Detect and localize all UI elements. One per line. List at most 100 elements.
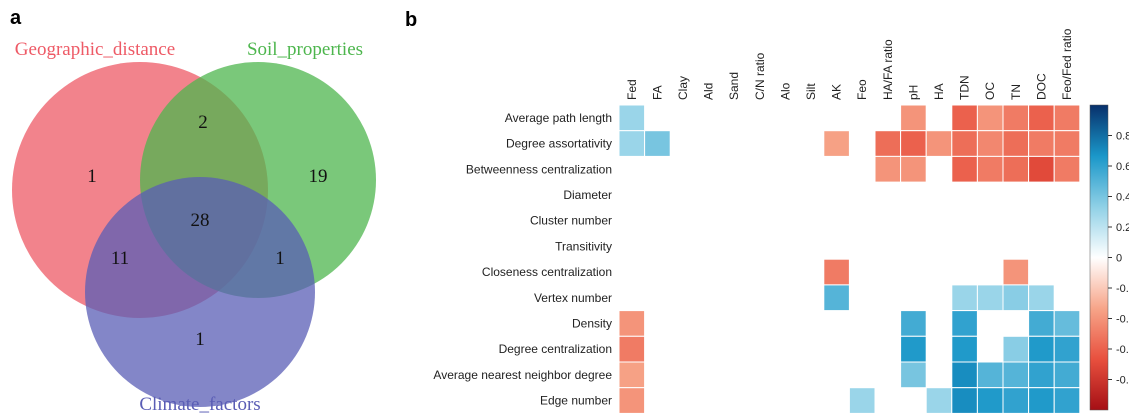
heat-cell	[1028, 361, 1055, 389]
heat-cell	[618, 104, 646, 132]
heat-cell	[823, 284, 850, 312]
heat-cell	[1053, 130, 1081, 157]
heat-cell	[976, 104, 1004, 132]
row-label: Degree centralization	[499, 342, 612, 356]
column-label: TDN	[958, 75, 972, 100]
colorbar-tick-label: 0.2	[1116, 222, 1129, 234]
heat-cell	[900, 104, 927, 132]
row-label: Average path length	[505, 111, 612, 125]
colorbar-tick-label: 0.6	[1116, 161, 1129, 173]
heat-cell	[1053, 335, 1081, 363]
heat-cell	[1002, 130, 1030, 157]
row-label: Edge number	[540, 394, 612, 408]
heat-cell	[1053, 310, 1081, 337]
heat-cell	[976, 361, 1004, 389]
heat-cell	[1028, 155, 1055, 183]
heat-cell	[900, 335, 927, 363]
heat-cell	[976, 155, 1004, 183]
row-label: Average nearest neighbor degree	[433, 368, 612, 382]
row-label: Diameter	[563, 188, 612, 202]
row-label: Vertex number	[534, 291, 612, 305]
heat-cell	[900, 155, 927, 183]
heat-cell	[951, 310, 978, 337]
set-label: Soil_properties	[247, 39, 363, 60]
heat-cell	[951, 361, 978, 389]
heat-cell	[951, 130, 978, 157]
column-label: FA	[650, 85, 664, 100]
column-label: C/N ratio	[753, 52, 767, 100]
heat-cell	[1053, 155, 1081, 183]
set-label: Geographic_distance	[15, 39, 175, 60]
heat-cell	[951, 155, 978, 183]
heat-cell	[618, 130, 646, 157]
heat-cell	[1002, 284, 1030, 312]
column-label: HA/FA ratio	[881, 39, 895, 100]
region-count: 11	[111, 248, 129, 269]
column-label: Feo	[855, 79, 869, 100]
heat-cell	[1053, 387, 1081, 414]
heat-cell	[900, 130, 927, 157]
column-label: Clay	[676, 76, 690, 100]
panel-label: b	[405, 9, 417, 31]
row-label: Transitivity	[555, 239, 612, 253]
colorbar-tick-label: 0	[1116, 253, 1122, 265]
row-label: Density	[572, 316, 612, 330]
heat-cell	[951, 284, 978, 312]
heat-cell	[900, 361, 927, 389]
heat-cell	[618, 335, 646, 363]
column-label: OC	[983, 82, 997, 100]
heat-cell	[1053, 361, 1081, 389]
colorbar-tick-label: -0.2	[1116, 283, 1129, 295]
heat-cell	[1028, 284, 1055, 312]
colorbar-tick-label: -0.4	[1116, 314, 1129, 326]
column-label: Sand	[727, 72, 741, 100]
heat-cell	[874, 155, 902, 183]
region-count: 1	[87, 166, 97, 187]
region-count: 19	[309, 166, 328, 187]
region-count: 2	[198, 112, 208, 133]
region-count: 1	[275, 248, 285, 269]
colorbar	[1089, 104, 1109, 411]
column-label: HA	[932, 83, 946, 100]
heat-cell	[1002, 104, 1030, 132]
column-label: Silt	[804, 83, 818, 100]
column-label: Feo/Fed ratio	[1060, 28, 1074, 100]
heat-cell	[1028, 310, 1055, 337]
heat-cell	[848, 387, 876, 414]
heat-cell	[1002, 155, 1030, 183]
heat-cell	[976, 387, 1004, 414]
heat-cell	[1053, 104, 1081, 132]
heat-cell	[618, 387, 646, 414]
heat-cell	[976, 284, 1004, 312]
region-count: 28	[191, 210, 210, 231]
colorbar-tick-label: -0.8	[1116, 375, 1129, 387]
column-label: AK	[830, 84, 844, 100]
row-label: Closeness centralization	[482, 265, 612, 279]
row-label: Degree assortativity	[506, 137, 612, 151]
region-count: 1	[195, 329, 205, 350]
heat-cell	[618, 310, 646, 337]
column-label: TN	[1009, 84, 1023, 100]
heat-cell	[1028, 335, 1055, 363]
venn-circle	[85, 177, 315, 407]
colorbar-tick-label: -0.6	[1116, 344, 1129, 356]
colorbar-tick-label: 0.8	[1116, 131, 1129, 143]
heat-cell	[1002, 258, 1030, 286]
panel-label: a	[10, 7, 22, 29]
set-label: Climate_factors	[139, 394, 260, 415]
heat-cell	[644, 130, 671, 157]
heat-cell	[900, 310, 927, 337]
heat-cell	[925, 130, 953, 157]
heat-cell	[1028, 387, 1055, 414]
heat-cell	[874, 130, 902, 157]
heat-cell	[951, 387, 978, 414]
heat-cell	[951, 335, 978, 363]
column-label: DOC	[1034, 73, 1048, 100]
heat-cell	[925, 387, 953, 414]
column-label: Ald	[702, 83, 716, 100]
column-label: pH	[906, 85, 920, 100]
heat-cell	[823, 258, 850, 286]
column-label: Fed	[625, 79, 639, 100]
heat-cell	[1028, 104, 1055, 132]
